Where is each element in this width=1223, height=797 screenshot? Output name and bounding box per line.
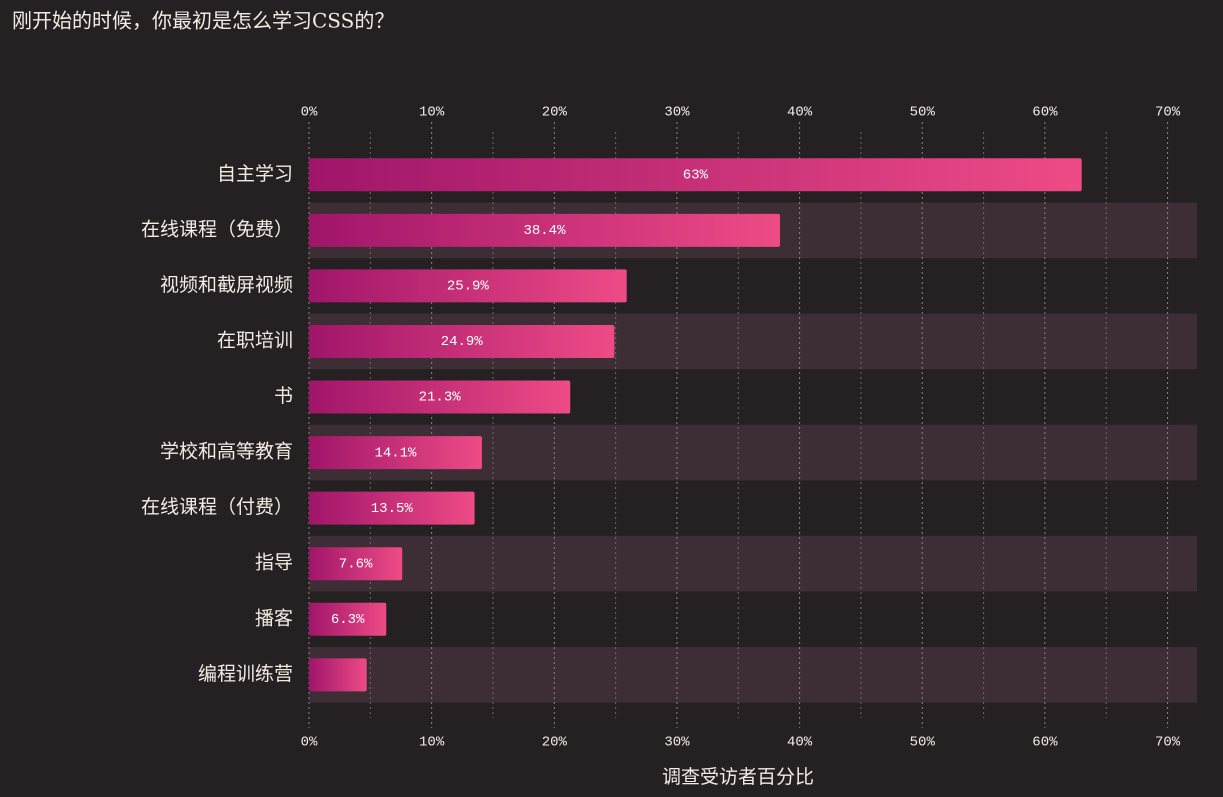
data-label: 21.3% <box>419 390 462 406</box>
x-tick-label: 70% <box>1155 105 1181 121</box>
y-tick-label: 书 <box>274 385 293 407</box>
bar <box>309 547 403 581</box>
bar <box>309 213 780 247</box>
x-tick-label: 10% <box>419 735 445 751</box>
x-tick-label: 50% <box>910 735 936 751</box>
y-tick-label: 指导 <box>255 552 293 574</box>
data-label: 6.3% <box>331 612 365 628</box>
data-label: 25.9% <box>447 279 490 295</box>
bar <box>309 491 475 525</box>
bar <box>309 269 627 303</box>
x-tick-label: 60% <box>1032 735 1058 751</box>
x-tick-label: 0% <box>301 735 318 751</box>
x-tick-label: 40% <box>787 105 813 121</box>
chart-title: 刚开始的时候，你最初是怎么学习CSS的？ <box>12 9 394 33</box>
row-band <box>309 647 1197 703</box>
x-tick-label: 60% <box>1032 105 1058 121</box>
x-tick-label: 30% <box>664 735 690 751</box>
x-tick-label: 20% <box>542 735 568 751</box>
bar <box>309 436 482 470</box>
x-tick-label: 20% <box>542 105 568 121</box>
bar <box>309 658 367 692</box>
x-tick-label: 10% <box>419 105 445 121</box>
x-tick-label: 0% <box>301 105 318 121</box>
x-axis-title: 调查受访者百分比 <box>662 766 814 788</box>
y-tick-label: 视频和截屏视频 <box>160 274 293 296</box>
y-tick-label: 自主学习 <box>217 163 293 185</box>
y-tick-label: 编程训练营 <box>198 663 293 685</box>
data-label: 63% <box>683 167 709 183</box>
x-tick-label: 30% <box>664 105 690 121</box>
y-tick-label: 在职培训 <box>217 329 293 351</box>
row-band <box>309 535 1197 592</box>
bar <box>309 602 387 636</box>
x-tick-label: 50% <box>910 105 936 121</box>
x-tick-label: 40% <box>787 735 813 751</box>
bar <box>309 158 1082 192</box>
y-tick-label: 在线课程（付费） <box>141 496 293 518</box>
x-tick-label: 70% <box>1155 735 1181 751</box>
data-label: 14.1% <box>374 445 417 461</box>
y-tick-label: 播客 <box>255 607 293 629</box>
data-label: 24.9% <box>441 334 484 350</box>
y-tick-label: 在线课程（免费） <box>141 218 293 240</box>
bar <box>309 324 615 358</box>
bar <box>309 380 571 414</box>
data-label: 13.5% <box>371 501 414 517</box>
data-label: 7.6% <box>339 556 373 572</box>
data-label: 38.4% <box>523 223 566 239</box>
y-tick-label: 学校和高等教育 <box>160 441 293 463</box>
